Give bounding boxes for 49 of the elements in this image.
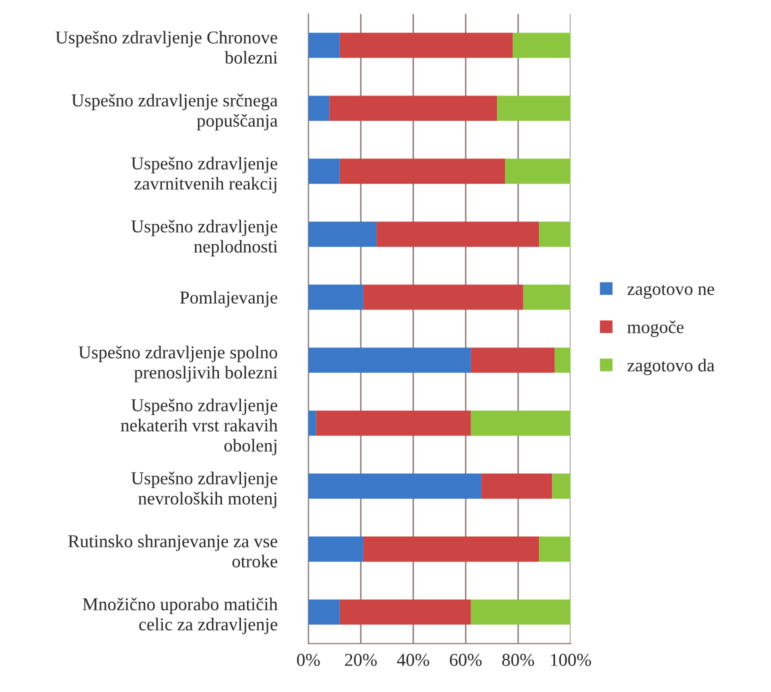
- legend-label: zagotovo da: [627, 358, 714, 376]
- bar: [505, 158, 571, 184]
- y-tick-label: Uspešno zdravljenje Chronove bolezni: [56, 30, 278, 64]
- bar: [329, 96, 498, 121]
- bar: [470, 410, 571, 436]
- y-tick-label: Rutinsko shranjevanje za vse otroke: [68, 534, 278, 568]
- bar: [340, 599, 471, 625]
- bar: [308, 536, 364, 562]
- bar: [470, 348, 555, 373]
- bar: [523, 284, 571, 310]
- x-tick-label: 80%: [502, 654, 534, 666]
- bar: [308, 96, 330, 121]
- bar: [512, 32, 571, 58]
- y-tick-label: Uspešno zdravljenje srčnega popuščanja: [72, 94, 278, 130]
- x-tick-label: 20%: [345, 654, 377, 666]
- bar: [497, 96, 571, 121]
- bar: [308, 284, 364, 310]
- y-tick-label: Uspešno zdravljenje zavrnitvenih reakcij: [131, 156, 278, 194]
- y-tick-label: Uspešno zdravljenje spolno prenosljivih bolezni: [78, 346, 278, 382]
- x-tick-label: 0%: [297, 654, 320, 666]
- bar: [308, 158, 340, 184]
- bar: [481, 474, 552, 499]
- bar: [316, 410, 471, 436]
- bar: [340, 158, 506, 184]
- bar: [554, 348, 571, 373]
- x-tick-label: 60%: [450, 654, 482, 666]
- bar: [363, 284, 524, 310]
- bar: [363, 536, 540, 562]
- y-tick-label: Množično uporabo matičih celic za zdravljenje: [82, 598, 278, 634]
- bar: [340, 32, 513, 58]
- bar: [308, 474, 482, 499]
- bar: [552, 474, 571, 499]
- bar: [470, 599, 571, 625]
- bar: [539, 222, 571, 247]
- bar: [308, 410, 316, 436]
- bar: [376, 222, 540, 247]
- y-tick-label: Pomlajevanje: [180, 290, 278, 308]
- y-tick-label: Uspešno zdravljenje neplodnosti: [131, 220, 278, 256]
- bar: [539, 536, 571, 562]
- x-tick-label: 100%: [551, 654, 591, 666]
- legend-label: mogoče: [627, 320, 684, 337]
- bar: [308, 348, 471, 373]
- bar: [308, 599, 340, 625]
- y-tick-label: Uspešno zdravljenje nevroloških motenj: [131, 472, 278, 508]
- x-tick-label: 40%: [397, 654, 430, 666]
- bar: [308, 222, 377, 247]
- legend-label: zagotovo ne: [627, 284, 714, 299]
- y-tick-label: Uspešno zdravljenje nekaterih vrst rakavih obolenj: [120, 398, 278, 456]
- bar: [308, 32, 340, 58]
